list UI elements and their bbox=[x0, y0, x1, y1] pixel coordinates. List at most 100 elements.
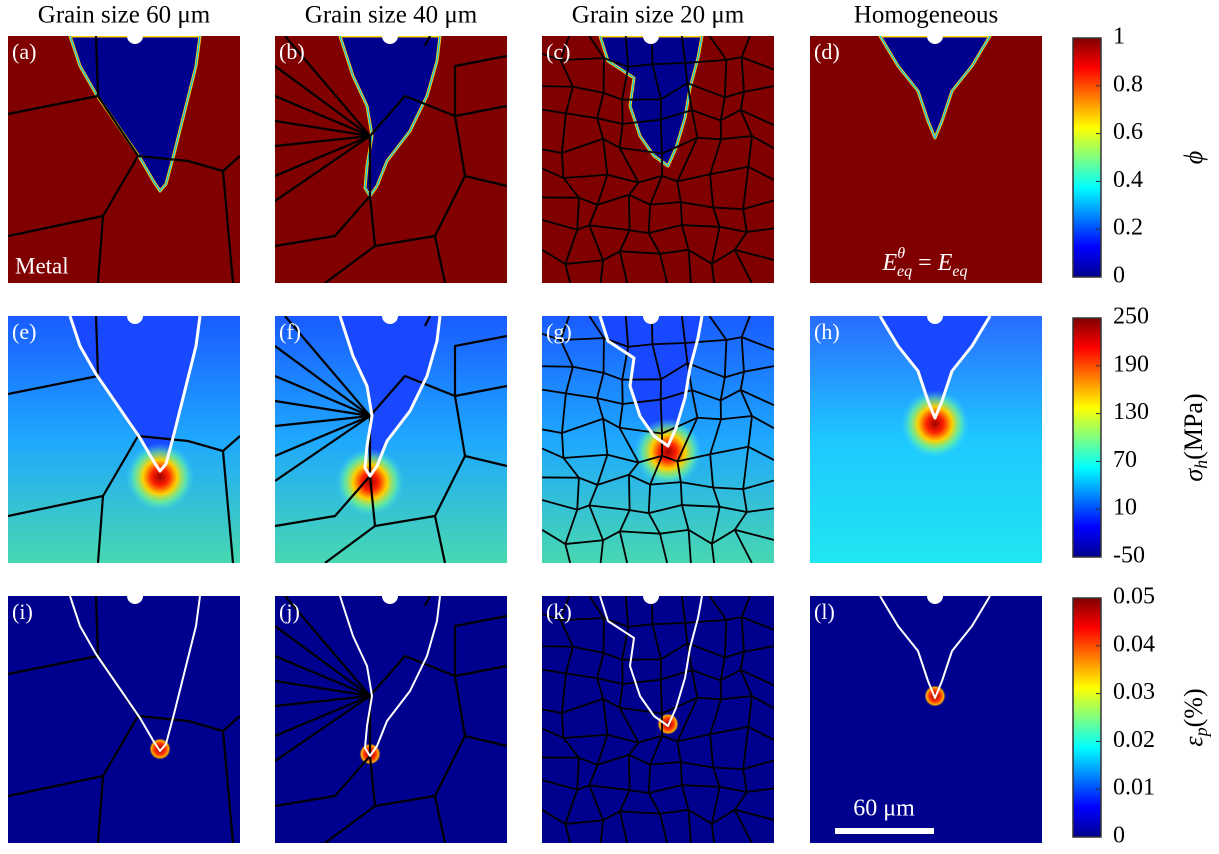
grain-boundary bbox=[588, 596, 605, 619]
grain-boundary bbox=[542, 447, 564, 459]
grain-boundary bbox=[619, 229, 631, 252]
panel-label: (g) bbox=[546, 319, 572, 344]
grain-boundary bbox=[647, 484, 652, 514]
grain-boundary bbox=[687, 82, 726, 99]
grain-boundary bbox=[572, 365, 604, 374]
grain-boundary bbox=[710, 786, 721, 824]
grain-boundary bbox=[565, 259, 604, 265]
grain-boundary bbox=[647, 764, 652, 794]
colorbar-tick-label: 0 bbox=[1113, 823, 1125, 849]
grain-boundary bbox=[679, 762, 683, 786]
colorbar-tick-label: 190 bbox=[1113, 351, 1149, 377]
grain-boundary bbox=[734, 808, 774, 821]
grain-boundary bbox=[561, 432, 565, 459]
grain-boundary bbox=[720, 109, 742, 122]
grain-boundary bbox=[602, 810, 621, 822]
panel bbox=[810, 596, 1042, 843]
grain-boundary bbox=[619, 810, 660, 815]
grain-boundary bbox=[542, 167, 564, 179]
grain-boundary bbox=[576, 784, 590, 791]
grain-boundary bbox=[607, 453, 639, 464]
grain-boundary bbox=[275, 399, 371, 418]
stress-hotspot bbox=[901, 390, 969, 458]
scale-bar-label: 60 μm bbox=[853, 796, 915, 822]
grain-boundary bbox=[713, 766, 744, 771]
grain-boundary bbox=[563, 173, 608, 179]
grain-boundary bbox=[710, 823, 715, 843]
grain-boundary bbox=[565, 819, 604, 825]
grain-boundary bbox=[651, 624, 662, 660]
grain-boundary bbox=[747, 695, 753, 727]
grain-boundary bbox=[726, 56, 742, 61]
grain-boundary bbox=[565, 672, 598, 679]
grain-boundary bbox=[602, 138, 609, 175]
panel-label: (l) bbox=[814, 599, 835, 624]
grain-boundary bbox=[564, 86, 574, 114]
grain-boundary bbox=[561, 393, 567, 434]
grain-boundary bbox=[747, 415, 753, 447]
grain-boundary bbox=[561, 673, 567, 714]
grain-boundary bbox=[708, 316, 728, 341]
grain-boundary bbox=[368, 475, 377, 527]
grain-boundary bbox=[542, 148, 563, 154]
grain-boundary bbox=[677, 173, 711, 183]
grain-boundary bbox=[275, 694, 371, 708]
cb-symbol: σ bbox=[1179, 468, 1208, 482]
grain-boundary bbox=[680, 201, 714, 209]
grain-boundary bbox=[659, 808, 689, 815]
grain-boundary bbox=[719, 225, 748, 233]
grain-boundary bbox=[624, 316, 630, 347]
grain-boundary bbox=[733, 809, 753, 843]
grain-boundary bbox=[619, 789, 631, 812]
grain-boundary bbox=[221, 450, 235, 563]
crack-outline bbox=[69, 596, 201, 752]
grain-boundary bbox=[275, 94, 371, 138]
grain-boundary bbox=[564, 646, 574, 674]
grain-boundary bbox=[565, 112, 598, 119]
material-label: Metal bbox=[15, 253, 69, 278]
grain-boundary bbox=[734, 511, 748, 531]
grain-boundary bbox=[661, 454, 678, 463]
grain-boundary bbox=[559, 36, 570, 61]
grain-boundary bbox=[742, 768, 748, 793]
column-title: Grain size 40 μm bbox=[305, 2, 478, 29]
grain-boundary bbox=[747, 445, 774, 461]
grain-boundary bbox=[564, 366, 574, 394]
crack-interface bbox=[69, 36, 201, 192]
grain-boundary bbox=[739, 389, 753, 417]
grain-boundary bbox=[542, 52, 561, 61]
grain-boundary bbox=[659, 399, 663, 434]
grain-boundary bbox=[746, 227, 774, 233]
grain-boundary bbox=[275, 134, 371, 148]
grain-boundary bbox=[542, 499, 578, 511]
grain-boundary bbox=[603, 652, 623, 661]
grain-boundary bbox=[453, 614, 507, 676]
colorbar-tick-label: 0.6 bbox=[1113, 119, 1143, 145]
cb-unit: (%) bbox=[1179, 688, 1208, 727]
grain-boundary bbox=[740, 337, 745, 372]
grain-boundary bbox=[596, 397, 623, 405]
eq-sub: eq bbox=[952, 263, 967, 280]
grain-boundary bbox=[578, 476, 598, 486]
grain-boundary bbox=[619, 146, 663, 155]
grain-boundary bbox=[649, 735, 663, 765]
grain-boundary bbox=[742, 479, 774, 490]
grain-boundary bbox=[649, 175, 663, 205]
crack-interface bbox=[879, 36, 991, 140]
colorbar bbox=[1072, 317, 1102, 558]
grain-boundary bbox=[618, 251, 629, 283]
panel-label: (f) bbox=[279, 319, 301, 344]
colorbar-tick-label: 0.01 bbox=[1113, 775, 1155, 801]
eq-sub: eq bbox=[897, 263, 912, 280]
grain-boundary bbox=[284, 596, 371, 697]
grain-boundary bbox=[649, 455, 663, 485]
eq-op: = bbox=[912, 250, 938, 276]
grain-boundary bbox=[650, 201, 681, 206]
grain-boundary bbox=[628, 741, 640, 756]
grain-boundary bbox=[629, 789, 649, 795]
grain-boundary bbox=[628, 194, 631, 231]
grain-boundary bbox=[559, 596, 570, 621]
grain-boundary bbox=[589, 504, 630, 512]
grain-boundary bbox=[676, 461, 682, 483]
grain-boundary bbox=[542, 332, 561, 341]
